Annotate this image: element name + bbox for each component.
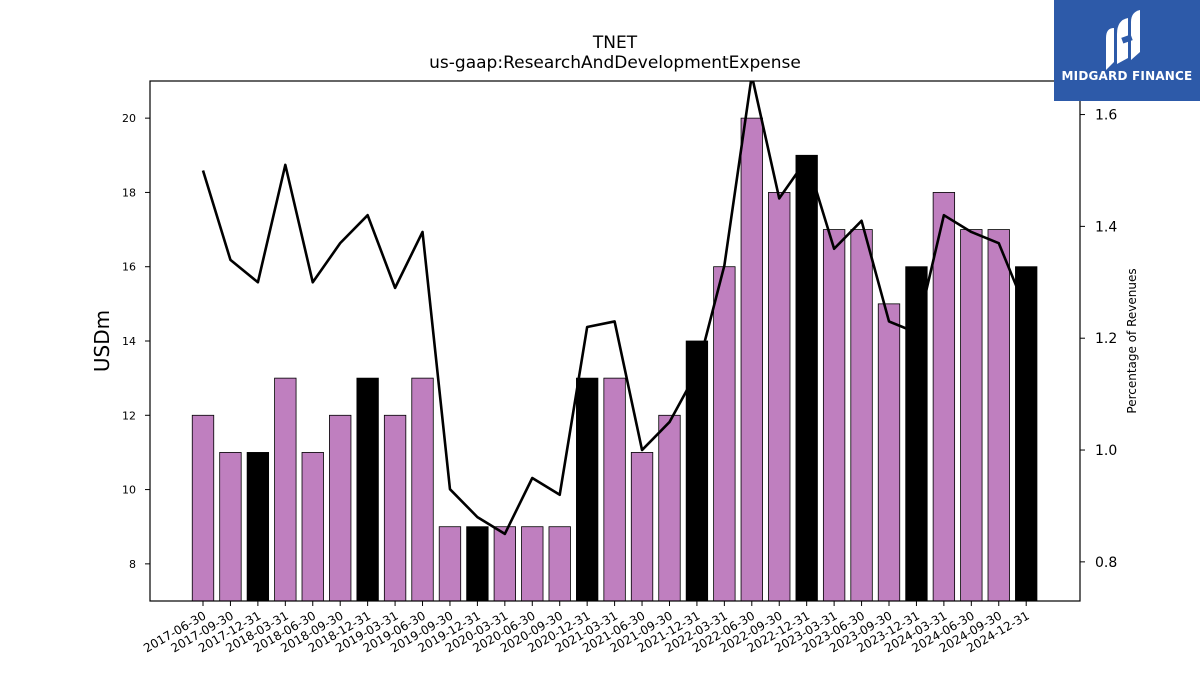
bar-2018-06-30: [301, 452, 324, 602]
bar-2023-09-30: [877, 303, 901, 602]
bar-2019-06-30: [411, 377, 434, 602]
chart-subtitle: us-gaap:ResearchAndDevelopmentExpense: [429, 53, 801, 73]
midgard-finance-logo: MIDGARD FINANCE: [1054, 0, 1200, 101]
x-axis: 2017-06-302017-09-302017-12-312018-03-31…: [141, 601, 1032, 655]
y2-tick-label: 1.4: [1095, 219, 1117, 235]
bar-2022-06-30: [740, 117, 763, 602]
bar-2023-03-31: [822, 229, 846, 602]
bar-2020-06-30: [521, 526, 544, 602]
bar-2020-09-30: [548, 526, 571, 602]
bar-2017-06-30: [191, 414, 215, 602]
bar-2017-09-30: [219, 452, 242, 602]
bar-2019-03-31: [383, 414, 407, 602]
bar-2024-03-31: [932, 192, 956, 602]
left-axis: 8 10 12 14 16 18 20: [122, 112, 150, 571]
y-tick-label: 16: [122, 261, 136, 274]
y-tick-label: 14: [122, 335, 136, 348]
y-tick-label: 20: [122, 112, 136, 125]
bar-2022-03-31: [713, 266, 736, 602]
bar-2018-09-30: [329, 414, 352, 602]
y2-axis-label: Percentage of Revenues: [1125, 268, 1139, 413]
bar-2023-06-30: [850, 229, 873, 602]
bar-2022-09-30: [768, 192, 791, 602]
line-layer: [201, 81, 1028, 536]
bar-2021-03-31: [603, 377, 626, 602]
bar-2024-12-31: [1015, 266, 1038, 602]
bar-2018-03-31: [274, 377, 297, 602]
revenue-share-line: [201, 81, 1028, 536]
bar-2021-06-30: [630, 452, 654, 602]
bar-2019-09-30: [438, 526, 462, 602]
y2-tick-label: 1.6: [1095, 108, 1117, 124]
y2-tick-label: 0.8: [1095, 555, 1117, 571]
logo-text: MIDGARD FINANCE: [1061, 69, 1193, 83]
y-tick-label: 12: [122, 409, 136, 422]
bar-2017-12-31: [246, 452, 270, 602]
bar-2020-03-31: [493, 526, 516, 602]
right-axis: 0.8 1.0 1.2 1.4 1.6: [1080, 108, 1117, 571]
bar-2021-09-30: [658, 414, 681, 602]
y-tick-label: 8: [129, 558, 136, 571]
bar-2024-06-30: [960, 229, 983, 602]
bar-2021-12-31: [685, 340, 709, 602]
midgard-logo-icon: [1106, 10, 1140, 70]
y2-tick-label: 1.0: [1095, 443, 1117, 459]
y-tick-label: 18: [122, 186, 136, 199]
y-axis-label: USDm: [90, 310, 114, 372]
y-tick-label: 10: [122, 484, 136, 497]
y2-tick-label: 1.2: [1095, 331, 1117, 347]
bar-2024-09-30: [987, 229, 1010, 602]
bar-2023-12-31: [905, 266, 928, 602]
chart-title: TNET: [592, 33, 638, 53]
bar-2019-12-31: [466, 526, 489, 602]
bar-2018-12-31: [356, 377, 379, 602]
bar-2022-12-31: [795, 154, 818, 602]
bar-2020-12-31: [576, 377, 599, 602]
bars-layer: [191, 117, 1038, 602]
